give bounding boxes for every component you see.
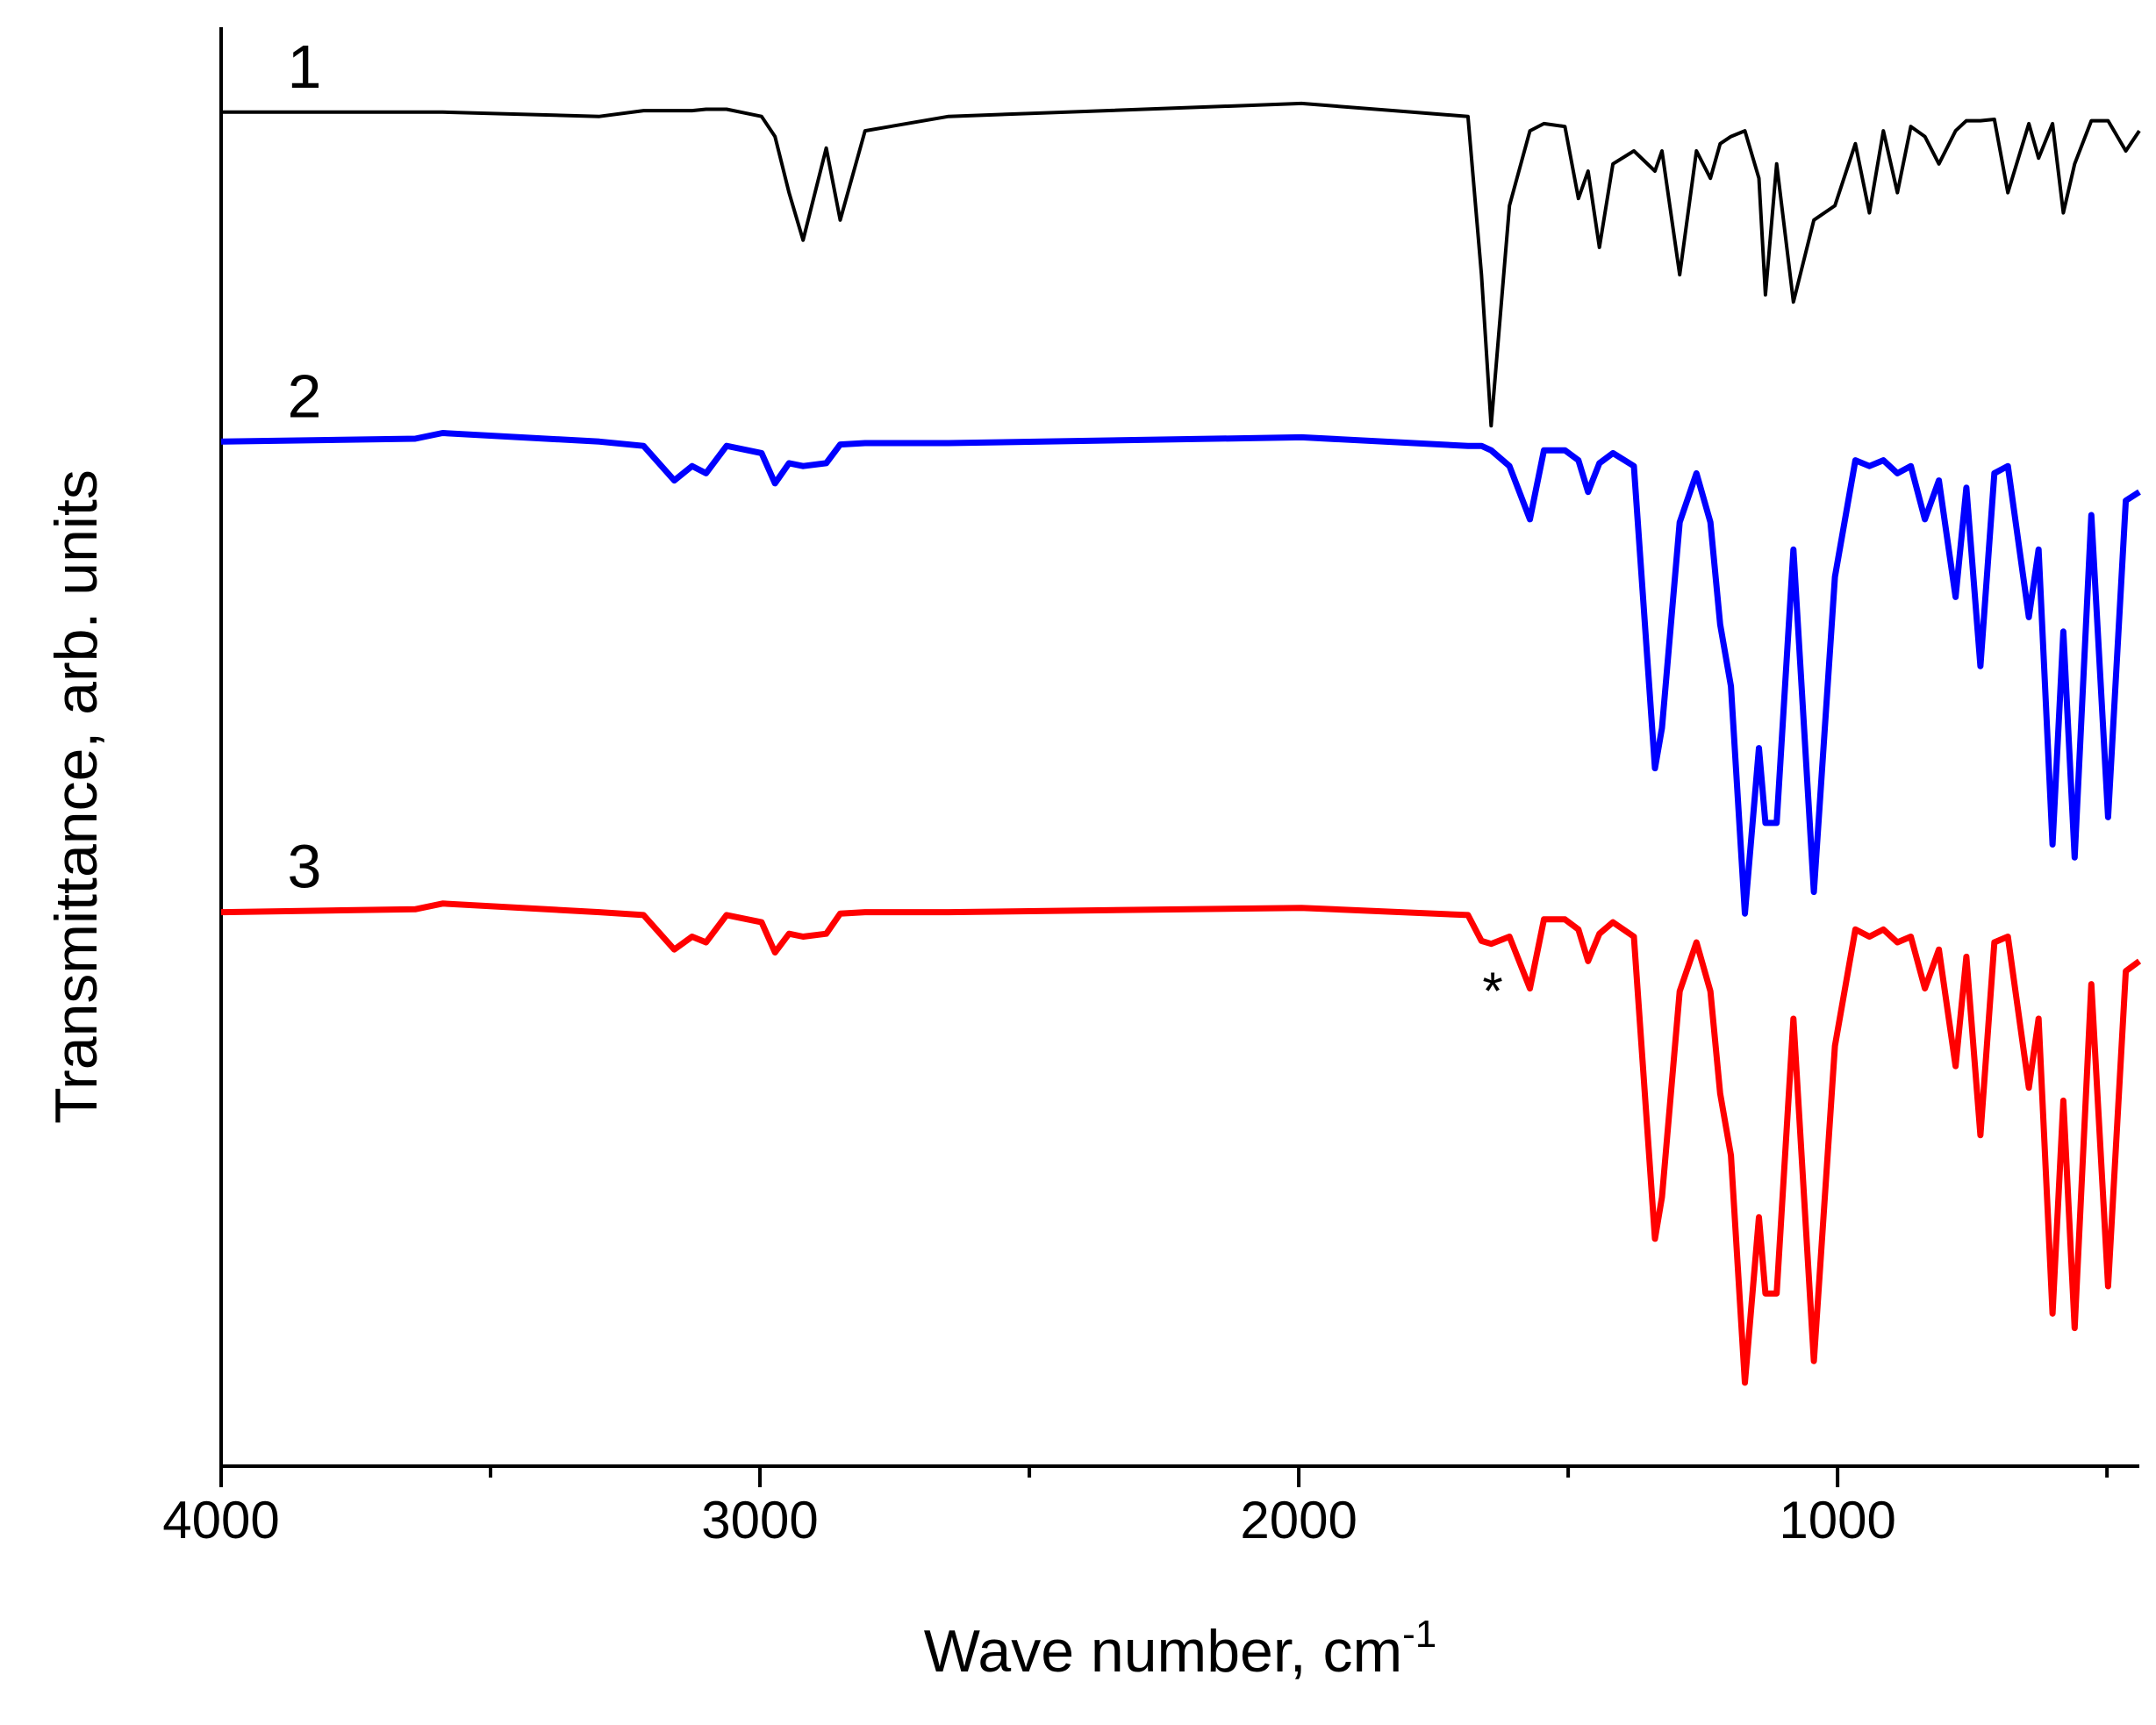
x-tick-label: 3000: [701, 1491, 818, 1550]
spectrum-line: [220, 900, 2142, 1386]
x-axis-label: Wave number, cm-1: [924, 1613, 1437, 1685]
x-axis-label-superscript: -1: [1402, 1613, 1436, 1656]
spectrum-line: [220, 430, 2141, 917]
y-axis-label: Transmittance, arb. units: [43, 469, 110, 1124]
annotation: *: [1482, 962, 1502, 1020]
x-tick-label: 2000: [1240, 1491, 1357, 1550]
series-label: 2: [288, 361, 322, 430]
x-tick-label: 1000: [1779, 1491, 1895, 1550]
series-label: 3: [288, 833, 322, 901]
x-axis-label-text: Wave number, cm: [924, 1618, 1402, 1685]
x-tick-label: 4000: [162, 1491, 279, 1550]
series-label: 1: [288, 32, 322, 101]
spectrum-line: [221, 101, 2141, 428]
